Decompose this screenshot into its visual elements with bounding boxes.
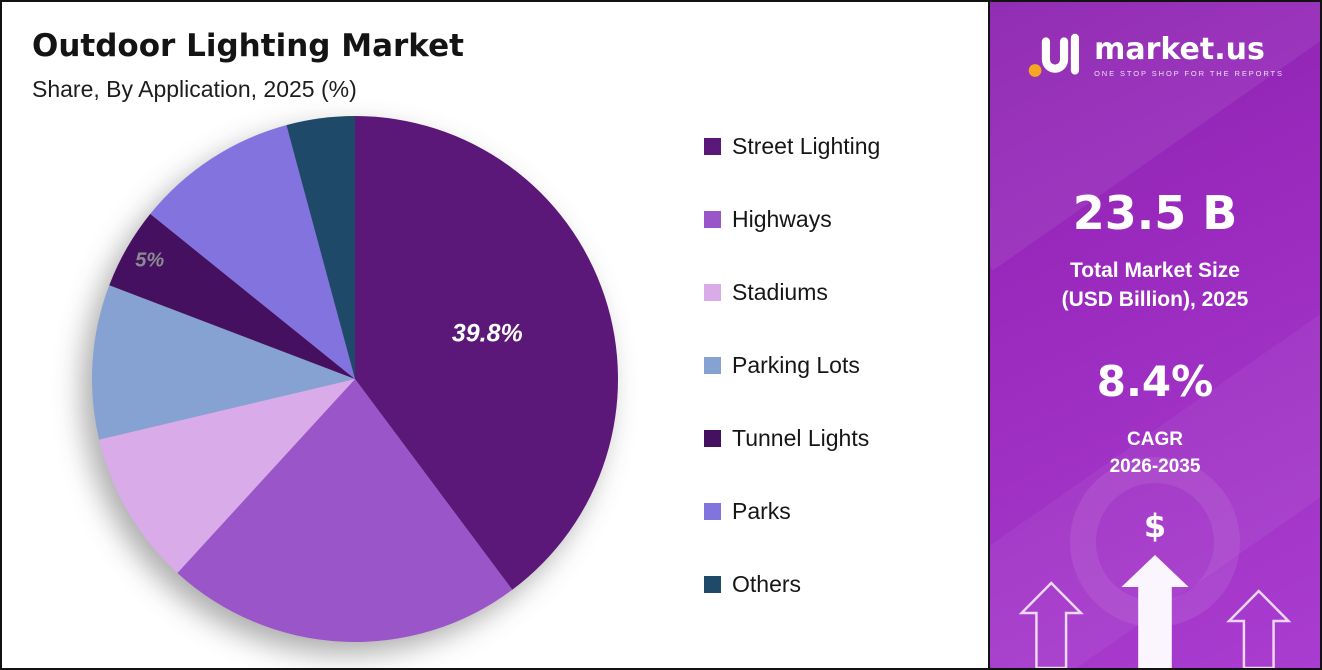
legend-item: Parking Lots [704,352,880,378]
legend-swatch [704,137,721,155]
brand-lockup: market.us ONE STOP SHOP FOR THE REPORTS [990,30,1320,82]
brand-name: market.us [1094,31,1265,67]
pie-slice [286,116,355,379]
brand-tagline: ONE STOP SHOP FOR THE REPORTS [1094,69,1284,79]
brand-sidebar: market.us ONE STOP SHOP FOR THE REPORTS … [988,2,1320,668]
legend-swatch [704,356,721,374]
legend: Street Lighting Highways Stadiums Parkin… [704,133,880,644]
legend-swatch [704,575,721,593]
legend-label: Stadiums [732,278,828,305]
pie-slice [109,213,355,379]
legend-swatch [704,502,721,520]
page-title: Outdoor Lighting Market [32,28,464,64]
pie-slice [99,379,355,573]
chart-panel: Outdoor Lighting Market Share, By Applic… [2,2,988,668]
legend-item: Stadiums [704,279,880,305]
legend-label: Tunnel Lights [732,424,870,451]
legend-item: Street Lighting [704,133,880,159]
market-size-value: 23.5 B [1072,186,1238,240]
legend-swatch [704,283,721,301]
legend-label: Parking Lots [732,351,860,378]
market-size-label-line1: Total Market Size [1070,259,1240,282]
legend-swatch [704,429,721,447]
pie-slice [150,125,355,379]
pie-slice [91,285,355,440]
cagr-label: CAGR 2026-2035 [990,426,1320,480]
pie-slice-label: 5% [135,249,164,271]
pie-chart: 39.8% 5% [88,112,622,646]
legend-item: Others [704,571,880,597]
legend-item: Highways [704,206,880,232]
pie-slice [355,116,619,590]
legend-label: Parks [732,497,791,524]
marketus-logo-icon [1028,33,1080,77]
pie-slice [177,379,513,642]
legend-swatch [704,210,721,228]
cagr-label-line1: CAGR [1127,429,1183,450]
market-size-label: Total Market Size (USD Billion), 2025 [990,256,1320,314]
legend-item: Tunnel Lights [704,425,880,451]
pie-slice-label: 39.8% [452,320,523,348]
market-size-label-line2: (USD Billion), 2025 [1061,288,1249,311]
cagr-label-line2: 2026-2035 [1109,456,1201,477]
legend-label: Highways [732,205,832,232]
brand-text: market.us ONE STOP SHOP FOR THE REPORTS [1094,34,1284,79]
legend-label: Street Lighting [732,132,881,159]
pie-chart-svg: 39.8% 5% [91,116,619,642]
dollar-symbol: $ [1143,507,1167,545]
cagr-value: 8.4% [1096,357,1214,406]
legend-label: Others [732,570,802,597]
page-subtitle: Share, By Application, 2025 (%) [32,76,357,102]
growth-arrows-graphic [1018,555,1292,668]
legend-item: Parks [704,498,880,524]
